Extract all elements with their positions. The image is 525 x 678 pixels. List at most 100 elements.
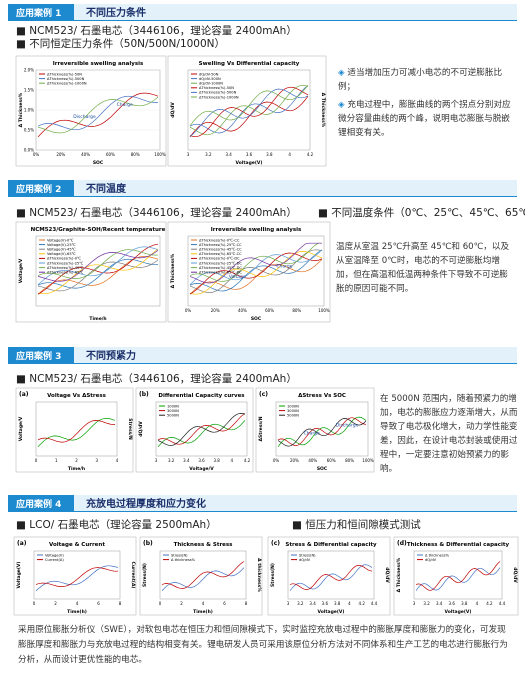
legend-label: 1000N <box>167 404 179 408</box>
x-tick-label: 3.2 <box>297 601 304 606</box>
x-tick-label: 3.4 <box>183 458 190 463</box>
annotation: Charge <box>276 264 292 270</box>
header-tab <box>8 347 74 363</box>
x-tick-label: 2 <box>54 601 57 606</box>
x-tick-label: 3.2 <box>205 152 212 157</box>
note-text: 在 5000N 范围内，随着预紧力的增加，电芯的膨胀应力逐渐增大，从而导致了电芯… <box>380 394 518 474</box>
y2-axis-label: Δ Thickness% <box>320 93 326 128</box>
bullet: ■ <box>16 373 30 385</box>
bullet: ■ <box>16 207 30 219</box>
curve <box>189 249 323 286</box>
legend-label: Δ thickness% <box>425 553 450 557</box>
y-tick-label: 2.0% <box>24 68 34 73</box>
bullet: ◈ <box>338 68 348 78</box>
paragraph: 采用原位膨胀分析仪（SWE），对软包电芯在恒压力和恒间隙模式下，实时监控充放电过… <box>18 625 508 665</box>
chart-title: Swelling Vs Differential capacity <box>199 61 300 67</box>
subtitle: ■ NCM523/ 石墨电芯（3446106，理论容量 2400mAh） <box>16 23 297 38</box>
legend-label: ΔThickness(%)-500N <box>199 91 237 95</box>
x-tick-label: 0% <box>273 458 280 463</box>
header-tag: 应用案例 2 <box>16 183 61 195</box>
bullet: ◈ <box>338 100 348 110</box>
y-tick-label: 1.0% <box>24 108 34 113</box>
annotation: Charge <box>117 102 133 108</box>
curve <box>37 420 116 443</box>
header-band <box>8 495 517 511</box>
subtitle: ■ NCM523/ 石墨电芯（3446106，理论容量 2400mAh） <box>16 371 297 386</box>
x-tick-label: 0 <box>159 601 162 606</box>
header-tab <box>8 495 74 511</box>
y-tick-label: 0.5% <box>24 128 34 133</box>
x-tick-label: 100% <box>154 152 166 157</box>
note-block: 温度从室温 25℃升高至 45℃和 60℃，以及从室温降至 0℃时，电芯的不可逆… <box>336 240 516 300</box>
curve <box>277 416 367 448</box>
curve <box>189 95 309 138</box>
x-tick-label: 3 <box>95 458 98 463</box>
curve <box>189 88 309 137</box>
header-tag: 应用案例 4 <box>16 498 61 510</box>
chart-title: Voltage Vs ΔStress <box>47 393 107 399</box>
x-axis-label: Time/h <box>89 316 106 322</box>
curve <box>277 418 367 447</box>
legend-label: ΔThickness(%)-50N <box>199 86 234 90</box>
curve <box>37 96 159 134</box>
header-tab <box>8 4 74 20</box>
x-tick-label: 40% <box>308 458 317 463</box>
plot-area <box>187 235 325 307</box>
chart-frame <box>267 536 391 616</box>
legend-label: dQ/dV <box>425 558 437 562</box>
x-tick-label: 3.2 <box>423 601 430 606</box>
x-tick-label: 3.8 <box>461 601 468 606</box>
x-tick-label: 3.6 <box>246 152 253 157</box>
header-title: 不同温度 <box>86 182 127 195</box>
x-tick-label: 3.8 <box>266 152 273 157</box>
x-tick-label: 40% <box>81 152 90 157</box>
y-axis-label: Δ Thickness% <box>396 557 402 592</box>
curve <box>189 251 323 295</box>
chart-title: NCM523/Graphite-SOH/Recent temperature <box>31 227 166 233</box>
panel-label: (c) <box>271 540 280 547</box>
legend-label: ΔThickness(%)-65℃ <box>47 271 83 275</box>
legend-label: Voltage(V) <box>45 553 64 557</box>
legend-label: ΔThickness(%)-25℃-DC <box>199 261 242 265</box>
subtitle: ■ LCO/ 石墨电芯（理论容量 2500mAh） <box>16 517 217 532</box>
curve <box>189 242 322 284</box>
panel-label: (c) <box>259 391 268 398</box>
curve <box>189 84 309 136</box>
plot-area <box>35 401 118 457</box>
chart-title: Irreversible swelling analysis <box>53 61 144 67</box>
plot-area <box>35 235 161 307</box>
header-band <box>8 180 517 196</box>
subtitle-text: NCM523/ 石墨电芯（3446106，理论容量 2400mAh） <box>29 373 297 385</box>
chart-frame <box>13 536 137 616</box>
x-tick-label: 0 <box>33 601 36 606</box>
curve <box>289 564 373 591</box>
curve <box>157 420 246 448</box>
chart-title: Stress & Differential capacity <box>285 542 377 548</box>
legend-label: ΔThickness(%)-45℃ <box>47 266 83 270</box>
curve <box>37 258 159 289</box>
chart-title: Thickness & Stress <box>174 542 234 548</box>
note-text: 温度从室温 25℃升高至 45℃和 60℃，以及从室温降至 0℃时，电芯的不可逆… <box>336 242 510 294</box>
y-axis-label: Stress(N) <box>270 563 276 587</box>
x-tick-label: 3 <box>287 601 290 606</box>
curve <box>189 86 309 138</box>
y2-axis-label: dQ/dV <box>512 567 518 583</box>
x-tick-label: 3 <box>187 152 190 157</box>
plot-area <box>155 401 248 457</box>
y-axis-label: Voltage/V <box>18 416 24 441</box>
x-tick-label: 20% <box>211 308 220 313</box>
legend-label: 5000N <box>167 414 179 418</box>
y2-axis-label: Current(A) <box>130 562 136 589</box>
curve <box>35 565 119 591</box>
bullet: ■ <box>16 38 30 50</box>
curve <box>161 561 245 589</box>
y-axis-label: Voltage(V) <box>16 562 22 589</box>
note-block: ◈ 适当增加压力可减小电芯的不可逆膨胀比例； ◈ 充电过程中，膨胀曲线的两个拐点分… <box>338 66 518 144</box>
curve <box>189 242 322 282</box>
note-block: 在 5000N 范围内，随着预紧力的增加，电芯的膨胀应力逐渐增大，从而导致了电芯… <box>380 392 518 480</box>
curve <box>189 258 323 295</box>
curve <box>37 248 159 295</box>
legend-label: 1000N <box>287 404 299 408</box>
x-axis-label: Time/h <box>68 466 85 472</box>
